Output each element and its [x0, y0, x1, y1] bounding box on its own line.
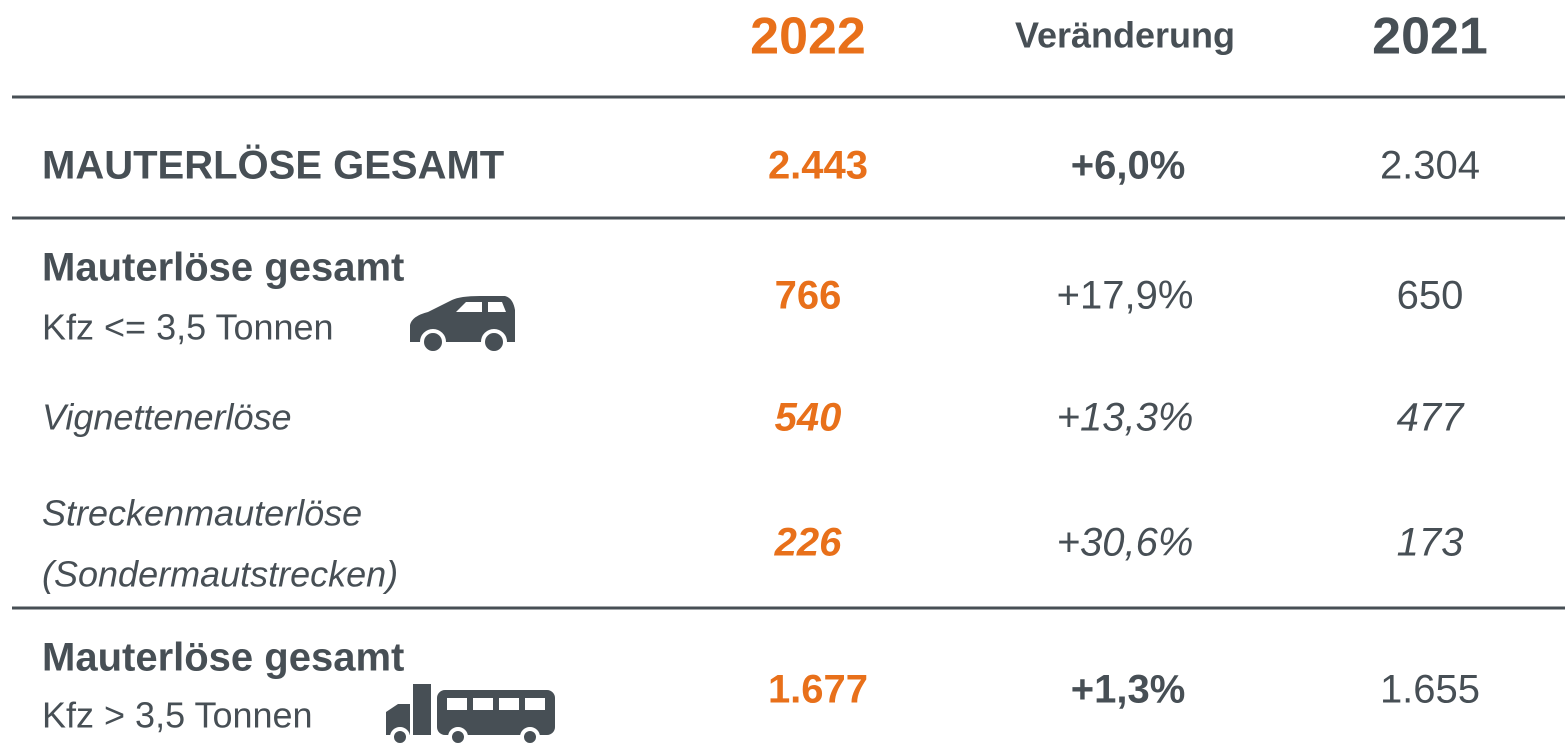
cell: 2.304 [1380, 144, 1480, 188]
cell: 226 [774, 521, 842, 565]
row-label: Mauterlöse gesamt [42, 246, 404, 290]
row-label: Vignettenerlöse [42, 397, 292, 438]
cell: 173 [1397, 521, 1464, 565]
cell: +30,6% [1057, 521, 1194, 565]
car-icon [410, 296, 515, 355]
row-label: (Sondermautstrecken) [42, 554, 398, 595]
cell: +1,3% [1071, 668, 1186, 712]
cell: +17,9% [1057, 274, 1194, 318]
cell: 1.677 [768, 668, 868, 712]
cell: +6,0% [1071, 144, 1186, 188]
row-sublabel: Kfz > 3,5 Tonnen [42, 695, 313, 736]
row-label: Streckenmauterlöse [42, 493, 362, 534]
row-label: Mauterlöse gesamt [42, 636, 404, 680]
header-2022: 2022 [750, 8, 866, 66]
truck-bus-icon [386, 684, 555, 745]
cell: 477 [1397, 396, 1465, 440]
cell: 766 [775, 274, 842, 318]
row-label: MAUTERLÖSE GESAMT [42, 143, 504, 188]
cell: 650 [1397, 274, 1464, 318]
cell: +13,3% [1057, 396, 1194, 440]
cell: 540 [775, 396, 842, 440]
header-2021: 2021 [1372, 8, 1488, 66]
cell: 2.443 [768, 144, 868, 188]
cell: 1.655 [1380, 668, 1480, 712]
row-sublabel: Kfz <= 3,5 Tonnen [42, 307, 334, 348]
header-change: Veränderung [1015, 15, 1235, 56]
